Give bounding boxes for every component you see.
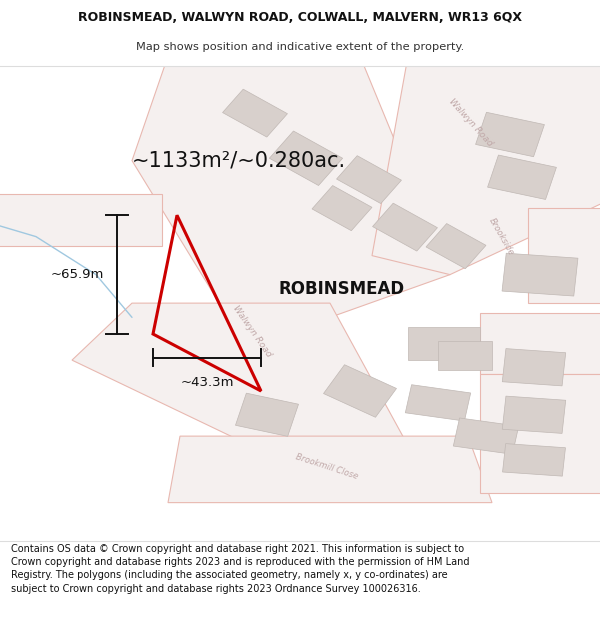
Text: ROBINSMEAD: ROBINSMEAD bbox=[279, 280, 405, 298]
Polygon shape bbox=[372, 56, 600, 274]
Polygon shape bbox=[408, 327, 480, 360]
Text: Brookside: Brookside bbox=[487, 216, 515, 257]
Polygon shape bbox=[476, 112, 544, 157]
Polygon shape bbox=[454, 418, 518, 454]
Polygon shape bbox=[337, 156, 401, 204]
Text: Walwyn Road: Walwyn Road bbox=[448, 97, 494, 148]
Polygon shape bbox=[502, 253, 578, 296]
Text: ~65.9m: ~65.9m bbox=[50, 268, 104, 281]
Text: ~1133m²/~0.280ac.: ~1133m²/~0.280ac. bbox=[132, 151, 346, 171]
Polygon shape bbox=[438, 341, 492, 369]
Polygon shape bbox=[480, 374, 600, 493]
Polygon shape bbox=[406, 385, 470, 421]
Polygon shape bbox=[528, 208, 600, 303]
Text: Brookmill Close: Brookmill Close bbox=[295, 452, 359, 481]
Polygon shape bbox=[269, 131, 343, 186]
Polygon shape bbox=[502, 396, 566, 433]
Polygon shape bbox=[488, 155, 556, 199]
Polygon shape bbox=[373, 203, 437, 251]
Polygon shape bbox=[235, 393, 299, 436]
Polygon shape bbox=[0, 194, 162, 246]
Text: Map shows position and indicative extent of the property.: Map shows position and indicative extent… bbox=[136, 42, 464, 52]
Polygon shape bbox=[426, 224, 486, 269]
Text: ~43.3m: ~43.3m bbox=[180, 376, 234, 389]
Polygon shape bbox=[72, 303, 408, 484]
Polygon shape bbox=[503, 444, 565, 476]
Polygon shape bbox=[168, 436, 492, 502]
Text: Walwyn Road: Walwyn Road bbox=[231, 304, 273, 359]
Polygon shape bbox=[323, 365, 397, 418]
Polygon shape bbox=[132, 56, 450, 318]
Polygon shape bbox=[223, 89, 287, 137]
Polygon shape bbox=[312, 186, 372, 231]
Polygon shape bbox=[502, 349, 566, 386]
Text: Contains OS data © Crown copyright and database right 2021. This information is : Contains OS data © Crown copyright and d… bbox=[11, 544, 469, 594]
Polygon shape bbox=[480, 312, 600, 374]
Text: ROBINSMEAD, WALWYN ROAD, COLWALL, MALVERN, WR13 6QX: ROBINSMEAD, WALWYN ROAD, COLWALL, MALVER… bbox=[78, 11, 522, 24]
